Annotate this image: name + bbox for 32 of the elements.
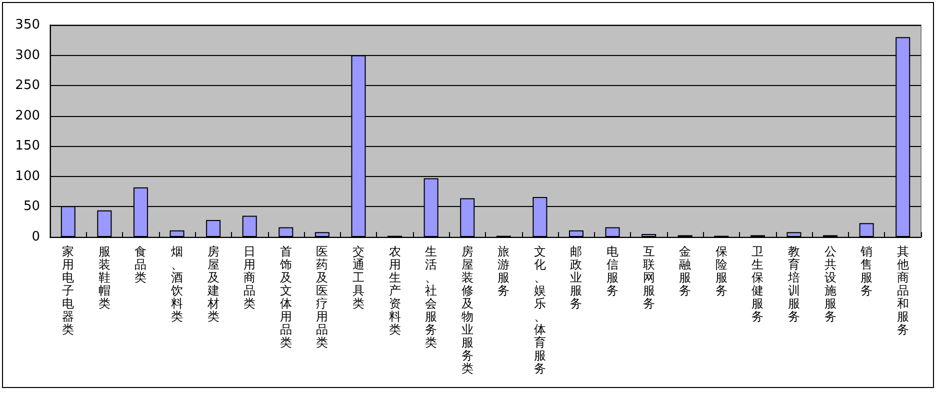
y-tick-label: 50 — [23, 199, 40, 214]
y-tick-label: 200 — [15, 108, 40, 124]
x-tick-label: 电信服务 — [606, 244, 619, 298]
x-tick-label: 食品类 — [134, 244, 147, 284]
x-tick-label: 其他商品和服务 — [896, 244, 909, 336]
x-tick-label: 家用电子电器类 — [62, 244, 74, 336]
x-tick-label: 交通工具类 — [352, 244, 364, 310]
x-tick-label: 农用生产资料类 — [388, 244, 401, 336]
x-tick-label: 医药及医疗用品类 — [316, 244, 328, 350]
x-tick-label: 卫生保健服务 — [752, 244, 764, 324]
y-tick-label: 250 — [15, 78, 40, 94]
x-tick-label: 房屋及建材类 — [206, 244, 220, 324]
y-tick-label: 300 — [15, 48, 40, 63]
x-tick-label: 教育培训服务 — [786, 244, 800, 324]
x-tick-label: 生活、社会服务类 — [425, 244, 438, 350]
y-tick-label: 350 — [15, 18, 40, 32]
x-tick-label: 金融服务 — [679, 244, 692, 298]
y-tick-label: 100 — [15, 168, 40, 184]
x-tick-label: 保险服务 — [715, 244, 728, 298]
x-tick-label: 烟、酒饮料类 — [170, 244, 184, 324]
category-label: 文化、娱乐、体育服务 — [534, 244, 546, 376]
x-tick-label: 服装鞋帽类 — [98, 244, 110, 310]
x-tick-label: 销售服务 — [860, 244, 873, 298]
x-tick-label: 互联网服务 — [642, 244, 655, 310]
x-tick-label: 邮政业服务 — [570, 244, 582, 310]
y-tick-label: 0 — [32, 230, 40, 244]
y-tick-label: 150 — [15, 138, 40, 154]
x-tick-label: 公共设施服务 — [824, 244, 836, 324]
category-label: 房屋装修及物业服务类 — [461, 244, 474, 376]
x-tick-label: 旅游服务 — [498, 244, 510, 298]
x-tick-label: 日用商品类 — [244, 244, 256, 310]
x-tick-label: 首饰及文体用品类 — [278, 244, 292, 350]
